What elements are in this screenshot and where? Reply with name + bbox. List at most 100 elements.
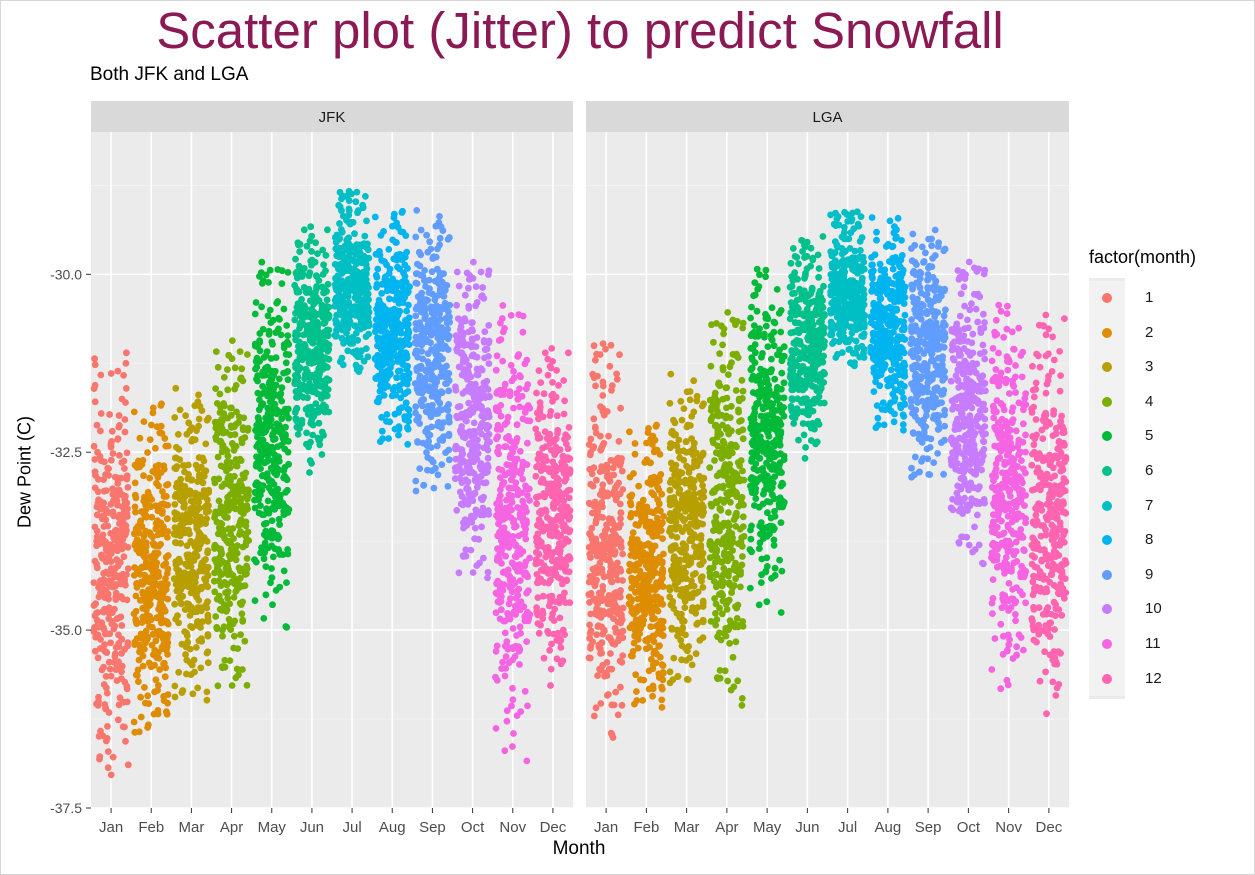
data-point [588, 575, 596, 582]
data-point [484, 446, 492, 454]
data-point [658, 704, 666, 711]
data-point [268, 517, 276, 524]
data-point [321, 408, 329, 416]
data-point [398, 293, 406, 301]
data-point [383, 418, 390, 425]
data-point [555, 382, 562, 389]
data-point [345, 310, 353, 318]
data-point [144, 488, 152, 496]
data-point [278, 397, 286, 405]
data-point [182, 412, 190, 419]
data-point [516, 623, 524, 631]
data-point [376, 387, 384, 395]
data-point [472, 302, 479, 310]
data-point [419, 355, 427, 363]
data-point [657, 527, 665, 534]
data-point [164, 534, 171, 541]
data-point [444, 236, 452, 243]
data-point [611, 624, 619, 632]
data-point [392, 352, 400, 360]
data-point [115, 412, 123, 419]
data-point [389, 386, 397, 394]
data-point [164, 528, 172, 535]
data-point [282, 359, 290, 367]
data-point [189, 690, 197, 698]
data-point [546, 412, 554, 419]
data-point [484, 574, 491, 582]
data-point [417, 251, 425, 259]
data-point [492, 725, 500, 732]
data-point [294, 300, 302, 307]
chart-title: Scatter plot (Jitter) to predict Snowfal… [156, 2, 1004, 59]
data-point [614, 559, 621, 567]
data-point [642, 598, 650, 606]
data-point [273, 531, 280, 539]
data-point [187, 589, 195, 597]
data-point [667, 370, 675, 378]
data-point [361, 277, 369, 284]
data-point [164, 631, 172, 638]
data-point [118, 503, 126, 510]
data-point [157, 469, 165, 476]
data-point [214, 565, 222, 572]
data-point [303, 429, 310, 437]
data-point [91, 624, 98, 631]
data-point [195, 597, 203, 604]
data-point [403, 380, 411, 388]
data-point [211, 541, 219, 549]
data-point [314, 329, 322, 336]
data-point [391, 296, 399, 303]
data-point [639, 502, 647, 510]
data-point [222, 580, 230, 588]
data-point [626, 428, 633, 436]
data-point [506, 462, 514, 469]
data-point [191, 402, 199, 410]
data-point [594, 372, 601, 380]
data-point [253, 354, 261, 362]
data-point [132, 592, 140, 600]
data-point [222, 560, 230, 567]
data-point [141, 684, 148, 691]
data-point [350, 244, 357, 252]
data-point [98, 551, 105, 559]
data-point [557, 644, 565, 651]
data-point [152, 525, 160, 533]
data-point [521, 612, 529, 619]
data-point [275, 375, 283, 383]
data-point [227, 619, 234, 627]
data-point [427, 306, 435, 313]
data-point [171, 509, 179, 517]
data-point [546, 548, 554, 556]
data-point [607, 650, 614, 657]
data-point [216, 390, 224, 398]
data-point [158, 400, 165, 408]
data-point [658, 559, 666, 567]
data-point [101, 540, 109, 548]
data-point [401, 413, 408, 421]
data-point [364, 246, 372, 254]
data-point [617, 404, 624, 412]
data-point [641, 541, 649, 549]
data-point [493, 352, 501, 360]
data-point [242, 538, 250, 546]
data-point [104, 522, 112, 530]
x-tick-label: Oct [461, 819, 485, 836]
data-point [592, 356, 599, 364]
data-point [345, 211, 353, 219]
data-point [516, 577, 524, 584]
data-point [187, 623, 195, 630]
data-point [403, 354, 411, 362]
data-point [132, 494, 140, 502]
data-point [91, 456, 99, 463]
data-point [484, 386, 492, 393]
data-point [307, 223, 315, 231]
data-point [185, 461, 192, 469]
data-point [193, 516, 201, 523]
data-point [336, 188, 344, 196]
data-point [540, 390, 548, 398]
data-point [121, 723, 128, 731]
data-point [670, 654, 678, 662]
data-point [484, 461, 491, 469]
data-point [519, 415, 527, 423]
data-point [285, 506, 293, 513]
